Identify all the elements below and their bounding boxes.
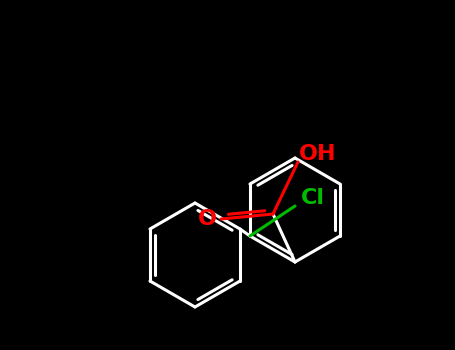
Text: OH: OH: [299, 144, 337, 164]
Text: Cl: Cl: [301, 188, 325, 208]
Text: O: O: [197, 209, 217, 229]
